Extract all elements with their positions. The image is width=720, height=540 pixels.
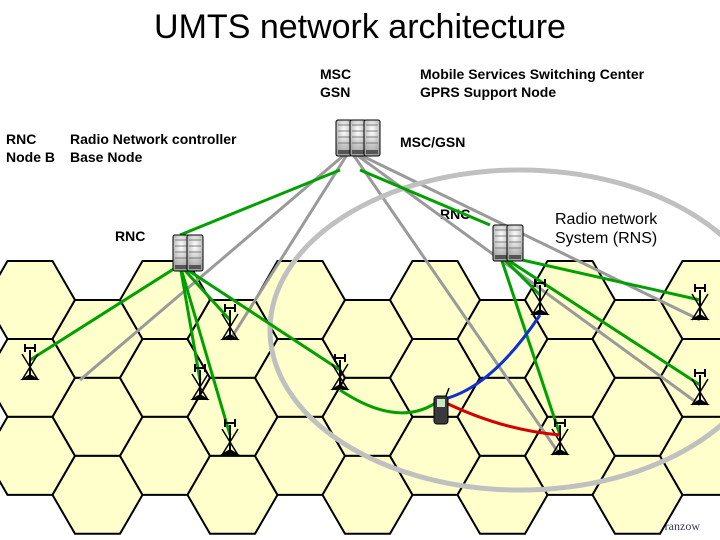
hex-grid: [0, 261, 720, 534]
servers: [173, 120, 523, 271]
diagram-svg: [0, 0, 720, 540]
